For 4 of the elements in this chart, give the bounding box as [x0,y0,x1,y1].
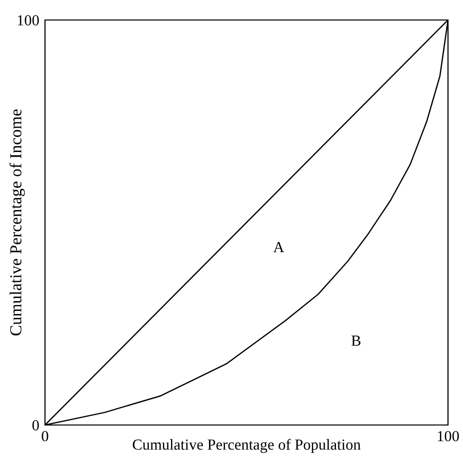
annotation: B [351,336,360,346]
x-axis-title: Cumulative Percentage of Population [132,438,361,453]
y-axis-title: Cumulative Percentage of Income [10,109,25,336]
annotation: A [273,242,284,252]
